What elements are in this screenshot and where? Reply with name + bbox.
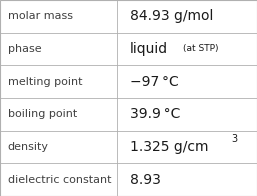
Text: boiling point: boiling point [8,109,77,119]
Text: melting point: melting point [8,77,82,87]
Text: 1.325 g/cm: 1.325 g/cm [130,140,208,154]
Text: phase: phase [8,44,41,54]
Text: dielectric constant: dielectric constant [8,175,111,185]
Text: 8.93: 8.93 [130,173,161,187]
Text: 39.9 °C: 39.9 °C [130,107,180,121]
Text: 84.93 g/mol: 84.93 g/mol [130,9,213,23]
Text: (at STP): (at STP) [183,44,218,54]
Text: molar mass: molar mass [8,11,73,21]
Text: liquid: liquid [130,42,168,56]
Text: 3: 3 [231,134,237,144]
Text: −97 °C: −97 °C [130,75,179,89]
Text: density: density [8,142,49,152]
